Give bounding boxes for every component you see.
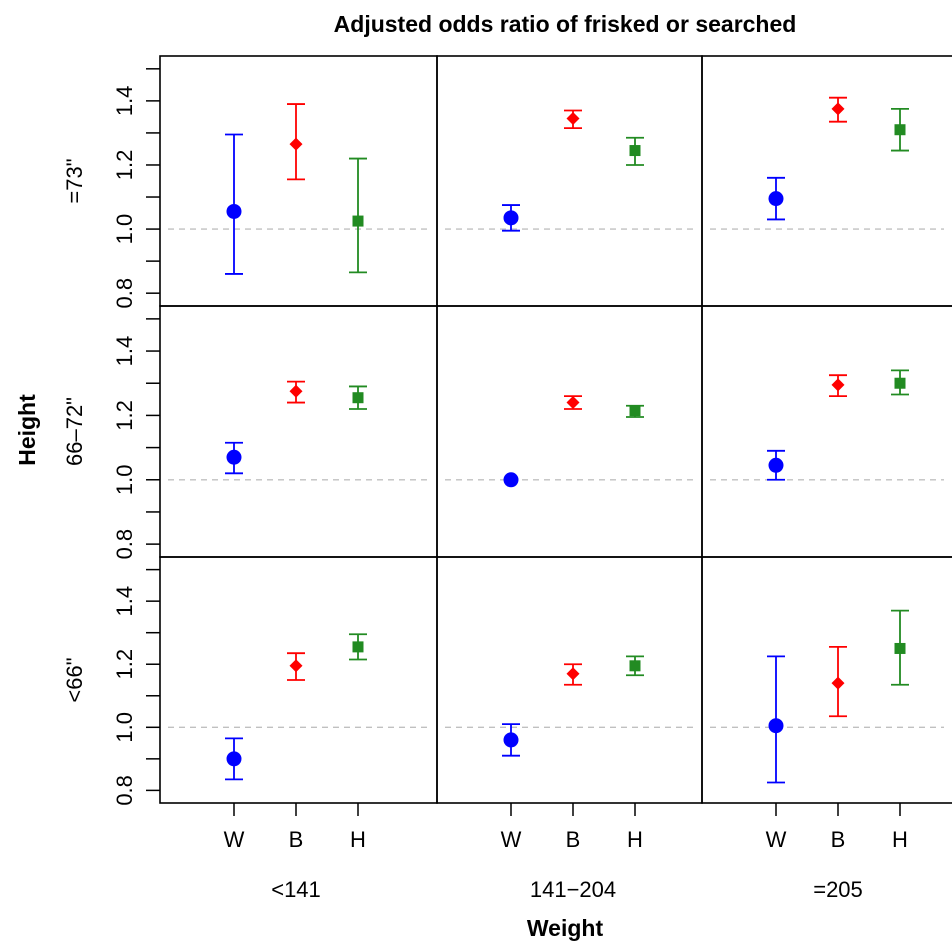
point-W (768, 191, 784, 207)
category-label: H (627, 827, 643, 852)
chart-title: Adjusted odds ratio of frisked or search… (334, 11, 797, 37)
column-label: =205 (813, 877, 863, 902)
y-tick-label: 1.4 (112, 336, 137, 367)
y-tick-label: 1.4 (112, 586, 137, 617)
point-H (894, 124, 906, 136)
row-label: <66" (62, 657, 87, 702)
y-tick-label: 1.2 (112, 150, 137, 181)
point-B (289, 384, 303, 398)
y-tick-label: 1.0 (112, 712, 137, 743)
y-tick-label: 0.8 (112, 775, 137, 806)
point-W (226, 203, 242, 219)
point-H (894, 377, 906, 389)
row-label: =73" (62, 158, 87, 203)
point-H (352, 641, 364, 653)
x-axis-title: Weight (527, 915, 604, 941)
category-label: W (766, 827, 787, 852)
point-B (831, 676, 845, 690)
point-H (629, 145, 641, 157)
y-tick-label: 1.0 (112, 214, 137, 245)
point-B (831, 378, 845, 392)
panel-frame (701, 556, 952, 804)
point-B (566, 112, 580, 125)
point-B (289, 137, 303, 151)
column-label: 141−204 (530, 877, 616, 902)
point-W (768, 718, 784, 734)
point-W (226, 751, 242, 767)
panel-frame (436, 556, 703, 804)
point-W (768, 457, 784, 473)
panel-frame (701, 305, 952, 558)
point-B (566, 396, 580, 410)
point-W (503, 472, 519, 488)
panel-frame (701, 55, 952, 307)
y-tick-label: 1.2 (112, 400, 137, 431)
y-tick-label: 1.2 (112, 649, 137, 680)
point-W (503, 732, 519, 748)
point-H (352, 392, 364, 404)
y-tick-label: 0.8 (112, 278, 137, 309)
point-W (226, 449, 242, 465)
point-B (289, 659, 303, 673)
panel-frame (159, 305, 438, 558)
y-tick-label: 1.0 (112, 464, 137, 495)
point-H (352, 215, 364, 227)
y-axis-title: Height (14, 394, 40, 466)
panels-layer: 0.8 1.0 1.2 1.4 =73" 0.8 1.0 1.2 1.4 66–72" 0.8 1.0… (62, 55, 952, 902)
category-label: B (289, 827, 304, 852)
category-label: W (224, 827, 245, 852)
panel-frame (436, 305, 703, 558)
category-label: B (566, 827, 581, 852)
panel-frame (436, 55, 703, 307)
point-H (629, 660, 641, 672)
category-label: B (831, 827, 846, 852)
point-H (894, 642, 906, 654)
row-label: 66–72" (62, 397, 87, 466)
point-B (831, 102, 845, 116)
column-label: <141 (271, 877, 321, 902)
panel-frame (159, 55, 438, 307)
point-W (503, 210, 519, 226)
category-label: H (350, 827, 366, 852)
category-label: W (501, 827, 522, 852)
y-tick-label: 0.8 (112, 529, 137, 560)
point-H (629, 405, 641, 417)
y-tick-label: 1.4 (112, 86, 137, 117)
category-label: H (892, 827, 908, 852)
point-B (566, 667, 580, 681)
